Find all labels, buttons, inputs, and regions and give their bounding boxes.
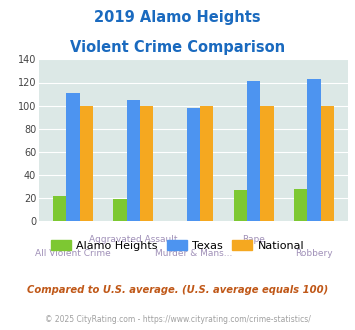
Bar (294, 189, 307, 221)
Bar (321, 106, 334, 221)
Bar (140, 106, 153, 221)
Bar (200, 106, 213, 221)
Text: Rape: Rape (242, 235, 265, 244)
Bar (247, 82, 260, 221)
Text: 2019 Alamo Heights: 2019 Alamo Heights (94, 10, 261, 25)
Text: Murder & Mans...: Murder & Mans... (155, 249, 232, 258)
Bar (127, 100, 140, 221)
Text: Violent Crime Comparison: Violent Crime Comparison (70, 40, 285, 54)
Legend: Alamo Heights, Texas, National: Alamo Heights, Texas, National (47, 236, 308, 255)
Bar (66, 93, 80, 221)
Text: © 2025 CityRating.com - https://www.cityrating.com/crime-statistics/: © 2025 CityRating.com - https://www.city… (45, 315, 310, 324)
Bar (80, 106, 93, 221)
Bar (113, 199, 127, 221)
Text: Aggravated Assault: Aggravated Assault (89, 235, 178, 244)
Bar (307, 79, 321, 221)
Text: All Violent Crime: All Violent Crime (35, 249, 111, 258)
Bar (234, 190, 247, 221)
Bar (53, 196, 66, 221)
Bar (260, 106, 274, 221)
Bar (187, 108, 200, 221)
Text: Compared to U.S. average. (U.S. average equals 100): Compared to U.S. average. (U.S. average … (27, 285, 328, 295)
Text: Robbery: Robbery (295, 249, 333, 258)
